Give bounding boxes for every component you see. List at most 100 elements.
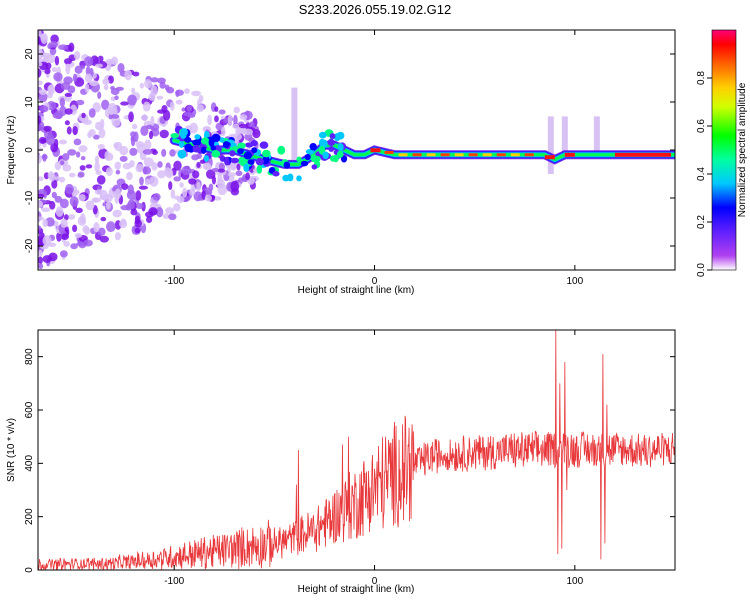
spectrogram-ridge-blob — [230, 157, 239, 164]
spectrogram-ridge-peak — [384, 150, 394, 154]
spectrogram-ridge-blob — [237, 156, 246, 165]
spectrogram-noise-blob — [96, 175, 106, 185]
spectrogram-noise-blob — [59, 198, 69, 209]
spectrogram-noise-blob — [144, 178, 151, 186]
spectrogram-y-axis-label: Frequency (Hz) — [6, 116, 17, 185]
spectrogram-noise-blob — [88, 108, 96, 118]
spectrogram-noise-blob — [227, 114, 233, 125]
spectrogram-ridge-blob — [330, 155, 336, 162]
spectrogram-noise-blob — [84, 226, 91, 235]
spectrogram-noise-blob — [58, 44, 68, 51]
spectrogram-noise-blob — [72, 125, 78, 136]
colorbar-label: Normalized spectral amplitude — [737, 82, 748, 217]
spectrogram-noise-blob — [83, 119, 92, 125]
snr-y-tick-label: 200 — [24, 508, 35, 525]
spectrogram-ridge-blob — [309, 142, 317, 151]
spectrogram-noise-blob — [114, 188, 122, 200]
spectrogram-noise-blob — [102, 78, 110, 86]
spectrogram-ridge-peak — [398, 153, 408, 157]
spectrogram-noise-blob — [42, 235, 52, 246]
spectrogram-ridge-blob — [337, 143, 344, 152]
spectrogram-ridge-blob — [222, 141, 230, 149]
spectrogram-noise-blob — [38, 89, 48, 95]
spectrogram-noise-blob — [52, 112, 63, 119]
snr-y-tick-label: 600 — [24, 401, 35, 418]
spectrogram-noise-blob — [163, 167, 172, 176]
spectrogram-noise-blob — [218, 109, 226, 115]
spectrogram-noise-blob — [70, 243, 78, 250]
spectrogram-ridge-blob — [259, 141, 269, 149]
spectrogram-noise-blob — [121, 183, 129, 191]
spectrogram-noise-blob — [150, 77, 159, 83]
spectrogram-streak — [291, 87, 298, 160]
spectrogram-ridge-blob — [336, 150, 344, 158]
spectrogram-noise-blob — [193, 191, 203, 202]
spectrogram-noise-blob — [184, 88, 190, 94]
spectrogram-noise-blob — [182, 187, 188, 198]
spectrogram-noise-blob — [97, 143, 105, 150]
spectrogram-noise-blob — [168, 213, 177, 221]
spectrogram-noise-blob — [173, 203, 181, 212]
spectrogram-noise-blob — [99, 118, 105, 130]
spectrogram-noise-blob — [142, 101, 151, 112]
spectrogram-noise-blob — [74, 65, 83, 74]
spectrogram-noise-blob — [38, 200, 44, 209]
spectrogram-noise-blob — [159, 129, 169, 139]
spectrogram-streak — [593, 116, 600, 155]
spectrogram-noise-blob — [38, 115, 42, 125]
colorbar-gradient — [711, 29, 737, 271]
spectrogram-noise-blob — [38, 256, 43, 265]
spectrogram-noise-blob — [38, 68, 42, 78]
spectrogram-ridge-blob — [237, 148, 244, 155]
spectrogram-noise-blob — [173, 160, 182, 171]
spectrogram-ridge-peak — [524, 153, 534, 157]
spectrogram-noise-blob — [101, 99, 110, 111]
spectrogram-noise-blob — [230, 180, 240, 192]
spectrogram-noise-blob — [170, 189, 176, 199]
spectrogram-ridge-blob — [178, 140, 185, 148]
spectrogram-ridge-blob — [256, 164, 263, 174]
spectrogram-noise-blob — [41, 207, 51, 213]
spectrogram-ridge-peak — [482, 153, 492, 157]
spectrogram-ridge-peak — [370, 148, 381, 153]
spectrogram-noise-blob — [156, 95, 164, 100]
spectrogram-noise-blob — [38, 142, 42, 148]
spectrogram-noise-blob — [144, 79, 153, 89]
spectrogram-noise-blob — [129, 160, 135, 168]
spectrogram-noise-blob — [92, 197, 99, 203]
spectrogram-x-tick-label: 0 — [372, 276, 378, 287]
snr-x-tick-label: 0 — [372, 576, 378, 587]
spectrogram-noise-blob — [63, 241, 70, 247]
spectrogram-noise-blob — [199, 159, 205, 164]
spectrogram-ridge-blob — [201, 146, 207, 154]
spectrogram-noise-blob — [54, 176, 61, 181]
spectrogram-noise-blob — [74, 232, 82, 238]
spectrogram-noise-blob — [227, 172, 237, 177]
spectrogram-noise-blob — [61, 153, 70, 161]
spectrogram-noise-blob — [47, 85, 54, 93]
spectrogram-noise-blob — [107, 103, 118, 114]
spectrogram-noise-blob — [151, 150, 158, 155]
spectrogram-noise-blob — [196, 153, 203, 159]
spectrogram-noise-blob — [59, 176, 66, 183]
spectrogram-noise-blob — [97, 227, 106, 236]
spectrogram-noise-blob — [94, 63, 103, 68]
snr-x-tick-label: -100 — [164, 576, 184, 587]
spectrogram-ridge-blob — [305, 148, 315, 155]
colorbar: 0.0 0.2 0.4 0.6 0.8 Normalized spectral ampl… — [696, 29, 748, 277]
spectrogram-noise-blob — [127, 94, 137, 106]
spectrogram-noise-blob — [179, 182, 184, 188]
spectrogram-ridge-blob — [318, 131, 327, 139]
spectrogram-noise-blob — [78, 145, 88, 153]
spectrogram-noise-blob — [232, 123, 241, 129]
spectrogram-noise-blob — [105, 201, 111, 210]
spectrogram-noise-blob — [38, 216, 44, 221]
spectrogram-noise-blob — [124, 69, 133, 81]
spectrogram-noise-blob — [144, 139, 152, 150]
spectrogram-noise-blob — [84, 83, 90, 93]
spectrogram-noise-blob — [120, 101, 129, 106]
spectrogram-noise-blob — [60, 82, 71, 90]
spectrogram-noise-blob — [85, 164, 93, 169]
spectrogram-ridge-peak — [426, 153, 436, 157]
